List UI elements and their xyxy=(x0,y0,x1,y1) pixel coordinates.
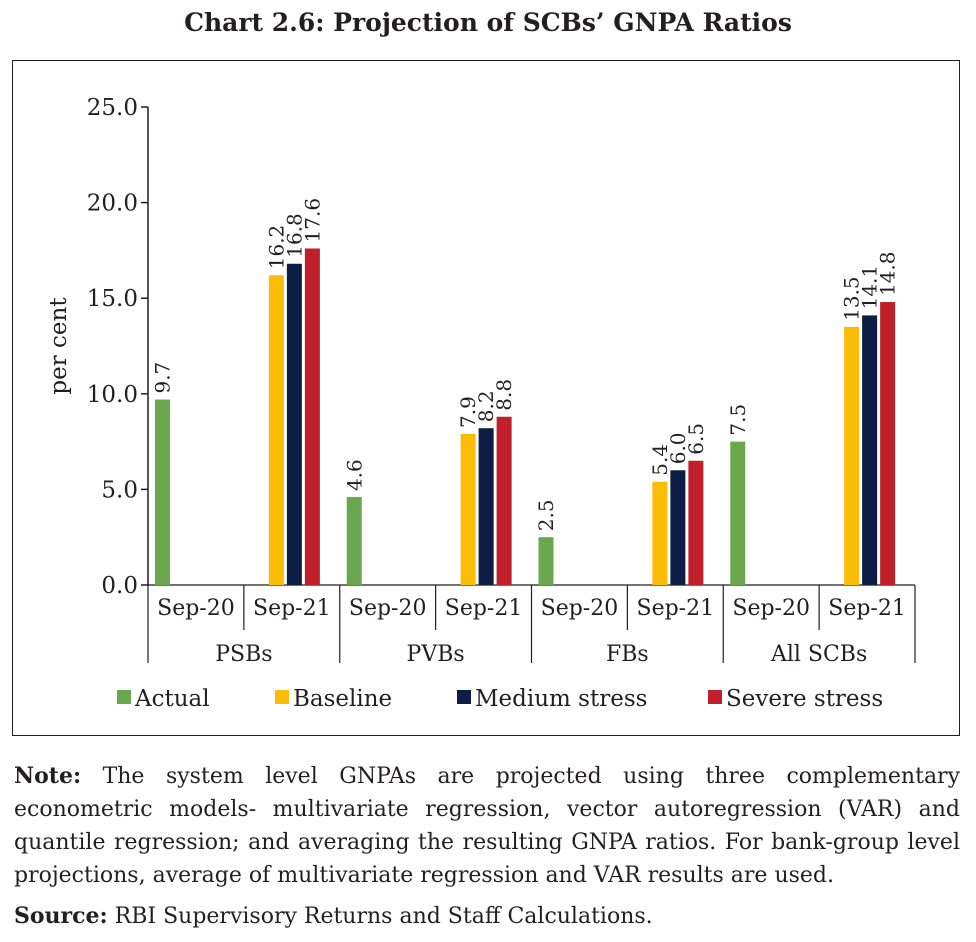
source-label: Source: xyxy=(14,903,108,929)
bar-baseline xyxy=(844,326,860,585)
data-label: 6.5 xyxy=(684,423,708,455)
data-label: 17.6 xyxy=(300,198,324,243)
bar-severe-stress xyxy=(880,302,896,585)
data-label: 2.5 xyxy=(534,499,558,531)
chart-frame xyxy=(12,60,960,736)
data-label: 7.5 xyxy=(726,404,750,436)
data-label: 9.7 xyxy=(151,362,175,394)
legend-swatch xyxy=(117,690,131,704)
data-label: 7.9 xyxy=(456,396,480,428)
source-text: RBI Supervisory Returns and Staff Calcul… xyxy=(114,904,653,929)
data-label: 6.0 xyxy=(666,432,690,464)
group-label: FBs xyxy=(606,642,649,667)
bar-medium-stress xyxy=(670,470,686,585)
y-tick-label: 25.0 xyxy=(87,95,138,121)
y-axis-title: per cent xyxy=(46,297,72,395)
y-tick-label: 15.0 xyxy=(87,286,138,312)
legend-swatch xyxy=(708,690,722,704)
bar-severe-stress xyxy=(496,416,512,585)
legend-label: Actual xyxy=(134,686,210,712)
x-tick-label: Sep-20 xyxy=(541,596,619,621)
bar-actual xyxy=(730,441,746,585)
legend-label: Severe stress xyxy=(726,686,883,712)
bar-actual xyxy=(155,399,170,585)
data-label: 16.8 xyxy=(282,213,306,258)
group-label: All SCBs xyxy=(770,642,867,667)
note-paragraph: Note: The system level GNPAs are project… xyxy=(14,760,960,892)
legend-label: Medium stress xyxy=(475,686,647,712)
note-label: Note: xyxy=(14,763,82,789)
bar-actual xyxy=(538,537,554,585)
source-line: Source: RBI Supervisory Returns and Staf… xyxy=(14,900,960,933)
legend-swatch xyxy=(275,690,289,704)
bar-baseline xyxy=(460,433,476,585)
bar-severe-stress xyxy=(304,248,320,585)
x-tick-label: Sep-20 xyxy=(349,596,427,621)
legend-swatch xyxy=(457,690,471,704)
x-tick-label: Sep-21 xyxy=(445,596,523,621)
data-label: 16.2 xyxy=(264,225,288,270)
note-text: The system level GNPAs are projected usi… xyxy=(14,764,961,888)
bar-baseline xyxy=(652,481,668,585)
chart-title: Chart 2.6: Projection of SCBs’ GNPA Rati… xyxy=(184,8,792,37)
x-tick-label: Sep-21 xyxy=(253,596,331,621)
bar-medium-stress xyxy=(478,428,494,585)
data-label: 14.8 xyxy=(876,251,900,296)
group-label: PVBs xyxy=(407,642,465,667)
y-tick-label: 0.0 xyxy=(101,573,138,599)
bar-medium-stress xyxy=(862,315,878,585)
data-label: 8.8 xyxy=(492,379,516,411)
x-tick-label: Sep-21 xyxy=(637,596,715,621)
bar-actual xyxy=(346,497,362,585)
data-label: 13.5 xyxy=(840,276,864,321)
bar-medium-stress xyxy=(286,263,302,585)
y-tick-label: 5.0 xyxy=(101,477,138,503)
x-tick-label: Sep-21 xyxy=(828,596,906,621)
bar-baseline xyxy=(268,275,284,585)
x-tick-label: Sep-20 xyxy=(157,596,235,621)
legend-label: Baseline xyxy=(293,686,392,712)
group-label: PSBs xyxy=(215,642,272,667)
bar-severe-stress xyxy=(688,460,704,585)
y-tick-label: 20.0 xyxy=(87,191,138,217)
data-label: 4.6 xyxy=(342,459,366,491)
data-label: 8.2 xyxy=(474,390,498,422)
data-label: 14.1 xyxy=(858,265,882,310)
y-tick-label: 10.0 xyxy=(87,382,138,408)
x-tick-label: Sep-20 xyxy=(732,596,810,621)
data-label: 5.4 xyxy=(648,444,672,476)
